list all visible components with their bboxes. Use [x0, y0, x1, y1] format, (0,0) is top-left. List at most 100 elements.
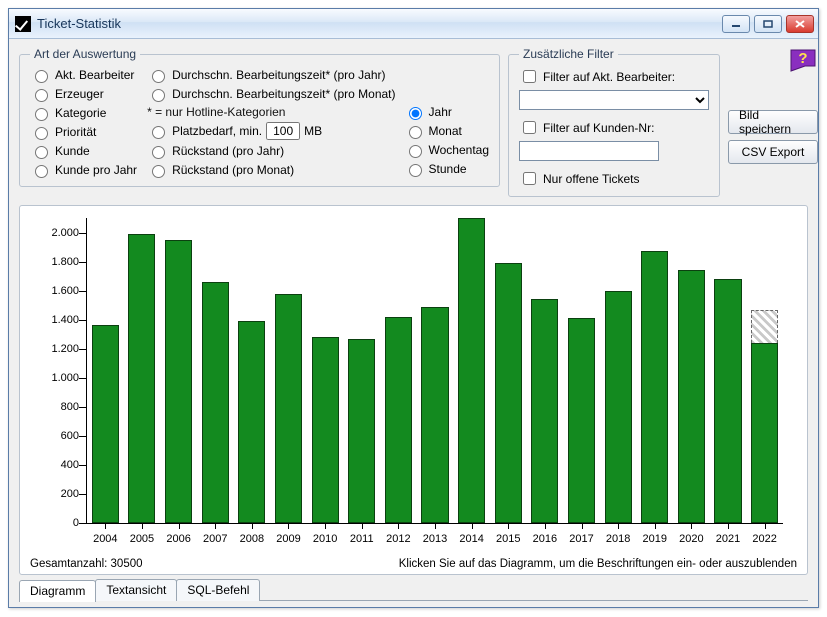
- radio-jahr-input[interactable]: [409, 107, 422, 120]
- csv-export-label: CSV Export: [742, 145, 805, 159]
- tab-diagramm[interactable]: Diagramm: [19, 580, 96, 602]
- radio-platz-input[interactable]: [152, 126, 165, 139]
- hotline-hint: * = nur Hotline-Kategorien: [147, 105, 395, 119]
- radio-kat-label: Kategorie: [55, 106, 106, 120]
- bar[interactable]: [605, 291, 632, 523]
- radio-rsm-input[interactable]: [152, 165, 165, 178]
- maximize-button[interactable]: [754, 15, 782, 33]
- groupbox-filter-legend: Zusätzliche Filter: [519, 47, 618, 61]
- save-image-button[interactable]: Bild speichern: [728, 110, 818, 134]
- bar[interactable]: [238, 321, 265, 523]
- bar[interactable]: [202, 282, 229, 523]
- radio-kpj-input[interactable]: [35, 165, 48, 178]
- radio-rsm[interactable]: Rückstand (pro Monat): [147, 162, 395, 178]
- radio-kat[interactable]: Kategorie: [30, 105, 137, 121]
- bar[interactable]: [458, 218, 485, 523]
- check-nur-offene[interactable]: Nur offene Tickets: [519, 169, 709, 188]
- radio-jahr[interactable]: Jahr: [404, 104, 490, 120]
- tab-bar: DiagrammTextansichtSQL-Befehl: [19, 579, 808, 601]
- bar[interactable]: [165, 240, 192, 523]
- radio-pri[interactable]: Priorität: [30, 124, 137, 140]
- radio-monat[interactable]: Monat: [404, 123, 490, 139]
- bar[interactable]: [312, 337, 339, 523]
- radio-dbj[interactable]: Durchschn. Bearbeitungszeit* (pro Jahr): [147, 67, 395, 83]
- y-tick-label: 1.400: [35, 314, 79, 326]
- y-tick-label: 800: [35, 401, 79, 413]
- radio-monat-input[interactable]: [409, 126, 422, 139]
- check-filter-bearbeiter-label: Filter auf Akt. Bearbeiter:: [543, 70, 675, 84]
- bar[interactable]: [92, 325, 119, 523]
- radio-erz-input[interactable]: [35, 89, 48, 102]
- bar-chart[interactable]: 02004006008001.0001.2001.4001.6001.8002.…: [26, 212, 801, 552]
- x-tick-label: 2020: [679, 533, 703, 545]
- platz-suffix: MB: [304, 124, 322, 138]
- bar[interactable]: [531, 299, 558, 523]
- radio-jahr-label: Jahr: [429, 105, 452, 119]
- radio-akt-input[interactable]: [35, 70, 48, 83]
- bar[interactable]: [641, 251, 668, 523]
- bar[interactable]: [128, 234, 155, 523]
- csv-export-button[interactable]: CSV Export: [728, 140, 818, 164]
- radio-pri-input[interactable]: [35, 127, 48, 140]
- bar[interactable]: [714, 279, 741, 523]
- dropdown-bearbeiter[interactable]: [519, 90, 709, 110]
- radio-std-input[interactable]: [409, 164, 422, 177]
- bar[interactable]: [385, 317, 412, 523]
- x-tick-label: 2013: [423, 533, 447, 545]
- x-tick-label: 2014: [459, 533, 483, 545]
- radio-dbj-input[interactable]: [152, 70, 165, 83]
- titlebar[interactable]: Ticket-Statistik: [9, 9, 818, 39]
- check-filter-kundennr-label: Filter auf Kunden-Nr:: [543, 121, 654, 135]
- check-filter-bearbeiter-input[interactable]: [523, 70, 536, 83]
- radio-kun[interactable]: Kunde: [30, 143, 137, 159]
- tab-sql-befehl[interactable]: SQL-Befehl: [176, 579, 260, 601]
- y-tick-label: 200: [35, 488, 79, 500]
- radio-akt[interactable]: Akt. Bearbeiter: [30, 67, 137, 83]
- minimize-button[interactable]: [722, 15, 750, 33]
- platz-input[interactable]: [266, 122, 300, 140]
- bar[interactable]: [421, 307, 448, 523]
- radio-dbm[interactable]: Durchschn. Bearbeitungszeit* (pro Monat): [147, 86, 395, 102]
- bar[interactable]: [348, 339, 375, 523]
- x-tick-label: 2006: [166, 533, 190, 545]
- radio-dbj-label: Durchschn. Bearbeitungszeit* (pro Jahr): [172, 68, 385, 82]
- x-tick-label: 2004: [93, 533, 117, 545]
- close-button[interactable]: [786, 15, 814, 33]
- input-kundennr[interactable]: [519, 141, 659, 161]
- check-filter-kundennr[interactable]: Filter auf Kunden-Nr:: [519, 118, 709, 137]
- radio-std[interactable]: Stunde: [404, 161, 490, 177]
- bar[interactable]: [751, 343, 778, 523]
- y-tick-label: 1.000: [35, 372, 79, 384]
- x-tick-label: 2018: [606, 533, 630, 545]
- radio-rsj-input[interactable]: [152, 146, 165, 159]
- radio-dbm-input[interactable]: [152, 89, 165, 102]
- radio-platzbedarf[interactable]: Platzbedarf, min. MB: [147, 122, 395, 140]
- x-tick-label: 2016: [533, 533, 557, 545]
- radio-std-label: Stunde: [429, 162, 467, 176]
- radio-erz[interactable]: Erzeuger: [30, 86, 137, 102]
- tab-textansicht[interactable]: Textansicht: [95, 579, 177, 601]
- radio-kun-input[interactable]: [35, 146, 48, 159]
- radio-wtag[interactable]: Wochentag: [404, 142, 490, 158]
- radio-erz-label: Erzeuger: [55, 87, 104, 101]
- chart-panel: 02004006008001.0001.2001.4001.6001.8002.…: [19, 205, 808, 575]
- check-filter-bearbeiter[interactable]: Filter auf Akt. Bearbeiter:: [519, 67, 709, 86]
- bar[interactable]: [495, 263, 522, 523]
- x-tick-label: 2019: [643, 533, 667, 545]
- radio-monat-label: Monat: [429, 124, 462, 138]
- radio-rsj[interactable]: Rückstand (pro Jahr): [147, 143, 395, 159]
- app-icon: [15, 16, 31, 32]
- window: Ticket-Statistik Art der Auswertung Akt.…: [8, 8, 819, 608]
- radio-kpj[interactable]: Kunde pro Jahr: [30, 162, 137, 178]
- groupbox-art-auswertung: Art der Auswertung Akt. BearbeiterErzeug…: [19, 47, 500, 187]
- radio-kat-input[interactable]: [35, 108, 48, 121]
- x-tick-label: 2008: [240, 533, 264, 545]
- radio-wtag-input[interactable]: [409, 145, 422, 158]
- total-count-label: Gesamtanzahl: 30500: [30, 558, 143, 570]
- check-nur-offene-input[interactable]: [523, 172, 536, 185]
- bar[interactable]: [678, 270, 705, 523]
- bar[interactable]: [568, 318, 595, 523]
- help-icon[interactable]: ?: [788, 47, 818, 76]
- bar[interactable]: [275, 294, 302, 523]
- check-filter-kundennr-input[interactable]: [523, 121, 536, 134]
